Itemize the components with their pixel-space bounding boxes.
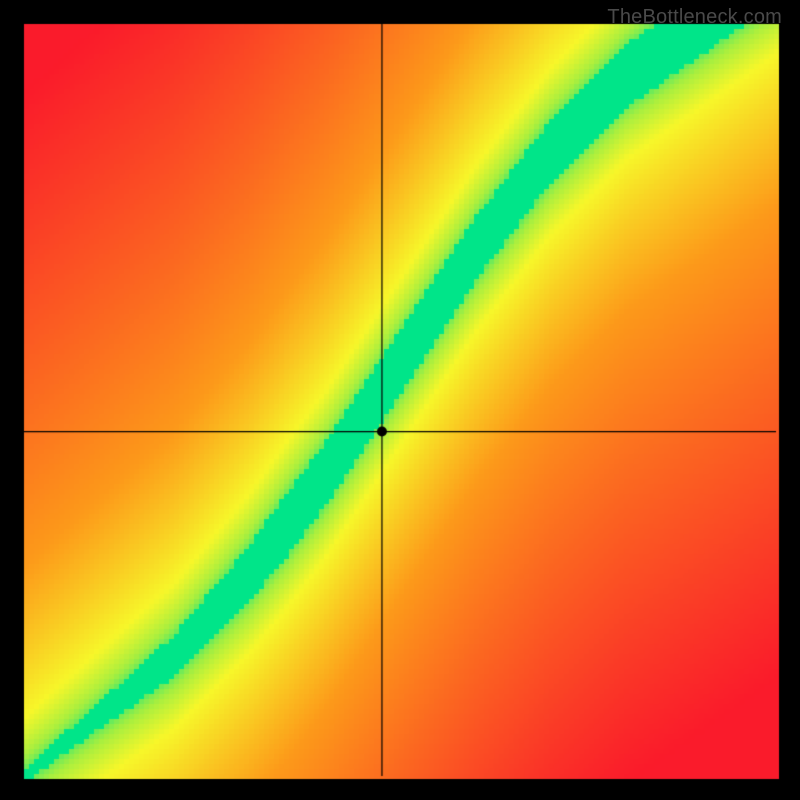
watermark-text: TheBottleneck.com [607, 6, 782, 29]
chart-container: TheBottleneck.com [0, 0, 800, 800]
heatmap-canvas [0, 0, 800, 800]
